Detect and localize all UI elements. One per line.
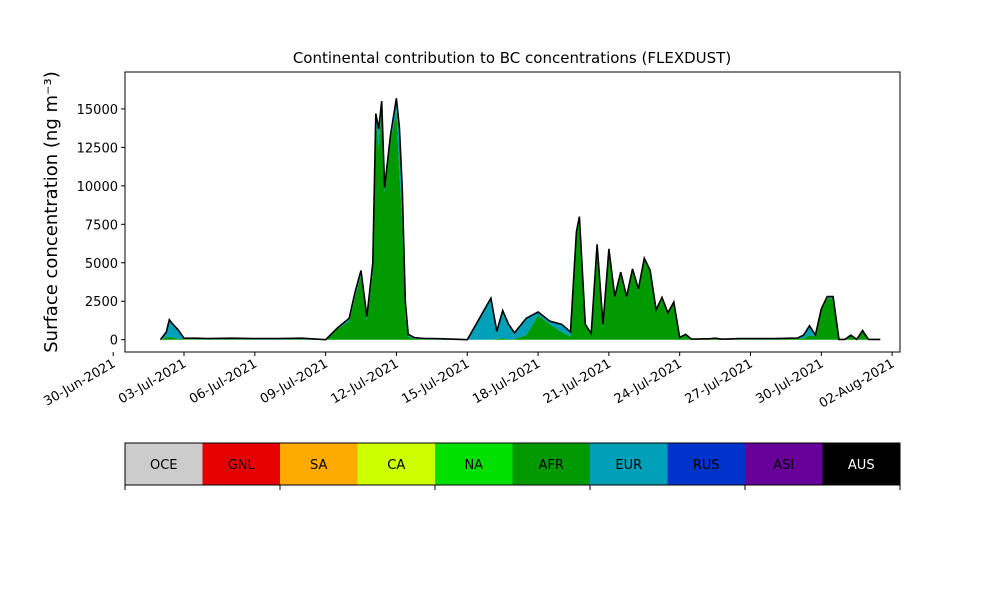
colorbar-label: GNL (228, 458, 256, 473)
x-tick-label: 30-Jul-2021 (754, 356, 827, 407)
colorbar-swatch-eur (590, 443, 668, 485)
y-tick-label: 2500 (85, 295, 118, 310)
x-tick-label: 21-Jul-2021 (541, 356, 614, 407)
y-tick-label: 10000 (77, 180, 118, 195)
y-tick-label: 7500 (85, 218, 118, 233)
x-tick-label: 18-Jul-2021 (470, 356, 543, 407)
colorbar-label: CA (387, 458, 405, 473)
colorbar-swatch-aus (822, 443, 900, 485)
x-tick-label: 03-Jul-2021 (116, 356, 189, 407)
colorbar-label: AUS (848, 458, 875, 473)
x-tick-label: 24-Jul-2021 (612, 356, 685, 407)
total-line (159, 98, 881, 341)
x-tick-label: 02-Aug-2021 (817, 356, 897, 411)
y-axis-label: Surface concentration (ng m⁻³) (41, 71, 62, 353)
x-tick-label: 09-Jul-2021 (258, 356, 331, 407)
area-afr (160, 105, 881, 340)
y-tick-label: 15000 (77, 103, 118, 118)
colorbar-label: OCE (150, 458, 178, 473)
colorbar-swatch-sa (280, 443, 358, 485)
x-tick-label: 15-Jul-2021 (399, 356, 472, 407)
colorbar-label: EUR (615, 458, 642, 473)
plot-area (124, 71, 901, 353)
x-tick-label: 30-Jun-2021 (41, 356, 118, 409)
colorbar-swatch-oce (125, 443, 203, 485)
colorbar-label: SA (310, 458, 327, 473)
x-tick-label: 06-Jul-2021 (187, 356, 260, 407)
region-colorbar: OCE GNL SA CA NA AFR EUR RUS ASI AUS (124, 442, 901, 490)
colorbar-swatch-asi (745, 443, 823, 485)
colorbar-swatch-ca (357, 443, 435, 485)
colorbar-label: RUS (693, 458, 720, 473)
stacked-areas (160, 98, 881, 340)
x-axis: 30-Jun-202103-Jul-202106-Jul-202109-Jul-… (41, 352, 897, 412)
x-tick-label: 27-Jul-2021 (683, 356, 756, 407)
colorbar-frame (124, 442, 901, 486)
chart-title: Continental contribution to BC concentra… (293, 49, 731, 67)
colorbar-label: NA (464, 458, 483, 473)
colorbar-swatch-rus (667, 443, 745, 485)
colorbar-label: ASI (773, 458, 794, 473)
colorbar-swatch-gnl (202, 443, 280, 485)
y-tick-label: 12500 (77, 141, 118, 156)
colorbar-swatch-na (435, 443, 513, 485)
total-outline (159, 98, 881, 341)
x-tick-label: 12-Jul-2021 (329, 356, 402, 407)
y-tick-label: 5000 (85, 257, 118, 272)
plot-frame (124, 71, 901, 353)
y-axis: 0 2500 5000 7500 10000 12500 15000 (77, 103, 125, 349)
y-tick-label: 0 (110, 334, 118, 349)
area-eur (160, 98, 881, 340)
colorbar-label: AFR (539, 458, 564, 473)
colorbar-swatch-afr (512, 443, 590, 485)
